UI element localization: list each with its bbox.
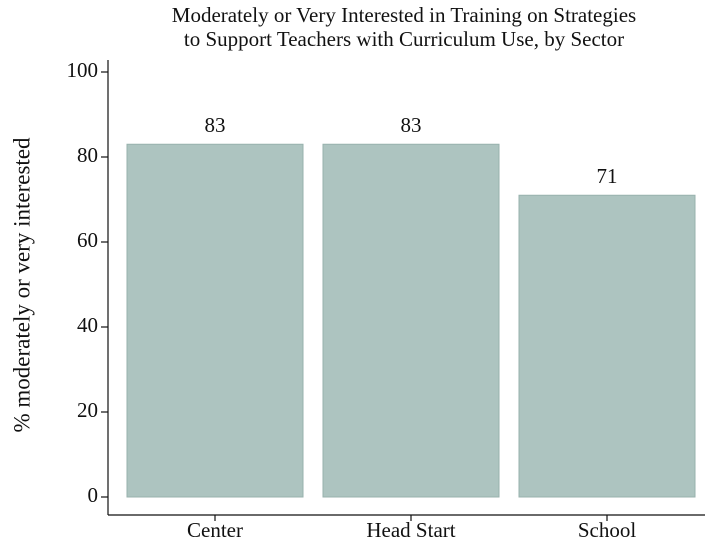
value-label: 83 [401, 113, 422, 137]
value-label: 83 [205, 113, 226, 137]
x-tick-label: Center [187, 518, 243, 542]
value-label: 71 [597, 164, 618, 188]
y-tick-label: 100 [67, 58, 99, 82]
bar [126, 143, 304, 498]
bar [322, 143, 500, 498]
y-tick-label: 80 [77, 143, 98, 167]
y-tick-label: 20 [77, 398, 98, 422]
y-axis-label: % moderately or very interested [9, 137, 34, 433]
x-tick-label: Head Start [366, 518, 455, 542]
chart-title: Moderately or Very Interested in Trainin… [172, 3, 636, 27]
y-tick-label: 0 [88, 483, 99, 507]
chart-title: to Support Teachers with Curriculum Use,… [184, 27, 624, 51]
y-tick-label: 60 [77, 228, 98, 252]
y-tick-label: 40 [77, 313, 98, 337]
bar [518, 194, 696, 498]
x-tick-label: School [578, 518, 637, 542]
